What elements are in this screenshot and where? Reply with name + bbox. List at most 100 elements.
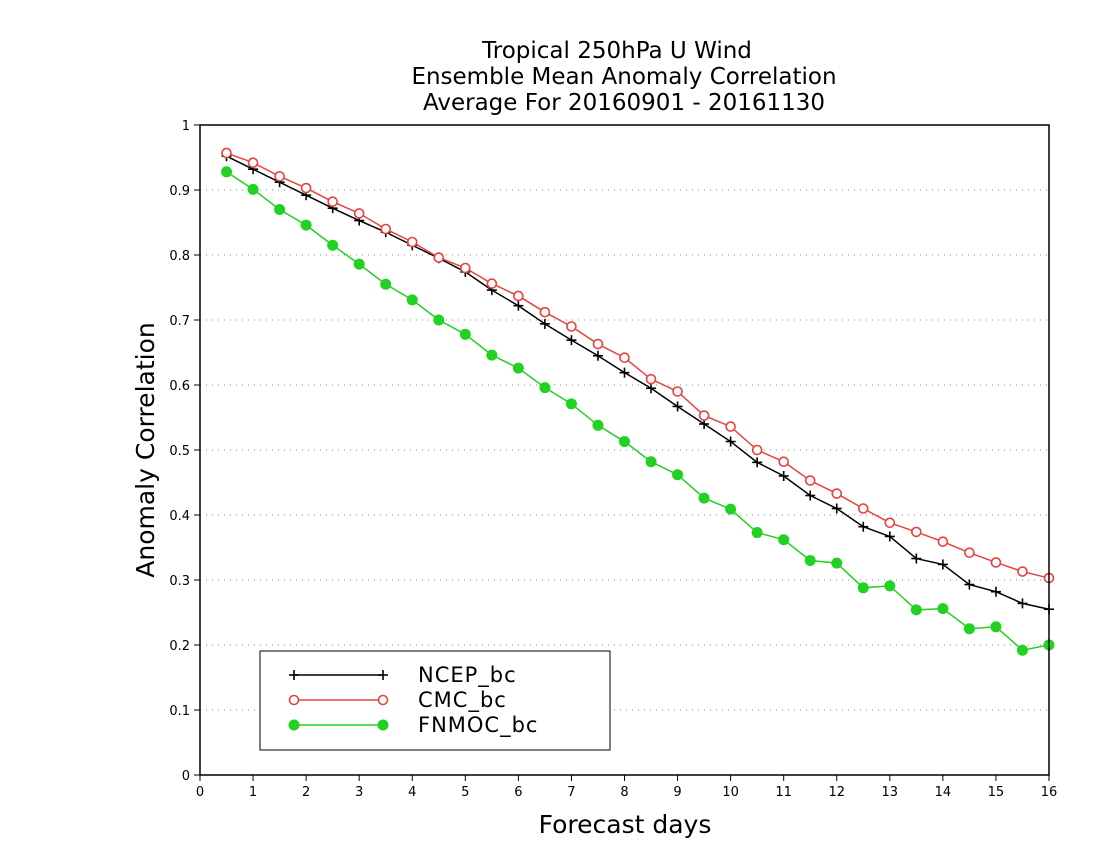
legend-marker <box>377 719 389 731</box>
data-point-ncep-bc <box>911 553 922 564</box>
legend-label-cmc-bc: CMC_bc <box>418 688 507 713</box>
data-point-cmc-bc <box>486 278 498 289</box>
data-point-fnmoc-bc <box>857 582 869 594</box>
data-point-cmc-bc <box>460 262 471 274</box>
x-tick-label: 1 <box>249 785 257 800</box>
x-tick-label: 3 <box>355 785 363 800</box>
data-point-fnmoc-bc <box>274 204 286 215</box>
data-point-fnmoc-bc <box>619 436 630 448</box>
data-point-cmc-bc <box>804 475 816 486</box>
data-point-ncep-bc <box>752 457 763 468</box>
data-point-cmc-bc <box>964 547 975 559</box>
data-point-cmc-bc <box>990 557 1002 568</box>
data-point-cmc-bc <box>619 352 630 364</box>
data-point-cmc-bc <box>645 373 657 385</box>
x-tick-label: 8 <box>620 785 628 800</box>
data-point-cmc-bc <box>937 536 949 547</box>
data-point-ncep-bc <box>884 531 895 542</box>
title-line-3: Average For 20160901 - 20161130 <box>423 90 825 116</box>
y-tick-label: 0.9 <box>169 184 190 199</box>
data-point-ncep-bc <box>937 559 948 570</box>
series-fnmoc-bc <box>221 166 1055 656</box>
data-point-fnmoc-bc <box>247 183 259 195</box>
data-point-ncep-bc <box>513 300 524 311</box>
data-point-fnmoc-bc <box>990 621 1002 633</box>
x-tick-label: 2 <box>302 785 310 800</box>
legend-entry-ncep-bc: NCEP_bc <box>289 663 517 688</box>
series-cmc-bc <box>221 147 1055 584</box>
legend-marker <box>288 719 300 731</box>
y-tick-label: 0.4 <box>169 509 190 524</box>
series-layer <box>221 147 1055 656</box>
x-tick-label: 5 <box>461 785 469 800</box>
data-point-cmc-bc <box>433 252 445 263</box>
data-point-ncep-bc <box>990 586 1001 597</box>
data-point-ncep-bc <box>646 383 657 394</box>
data-point-cmc-bc <box>300 182 312 194</box>
data-point-cmc-bc <box>751 444 763 456</box>
data-point-cmc-bc <box>327 196 338 207</box>
data-point-cmc-bc <box>513 290 524 302</box>
data-point-cmc-bc <box>592 338 604 350</box>
x-tick-label: 11 <box>775 785 792 800</box>
title-line-1: Tropical 250hPa U Wind <box>481 38 752 64</box>
legend-marker <box>289 670 299 680</box>
data-point-cmc-bc <box>831 488 843 499</box>
data-point-ncep-bc <box>672 401 683 412</box>
title-line-2: Ensemble Mean Anomaly Correlation <box>411 64 836 90</box>
data-point-cmc-bc <box>911 526 922 538</box>
series-ncep-bc <box>221 151 1054 615</box>
data-point-fnmoc-bc <box>645 456 657 468</box>
y-tick-label: 0.6 <box>169 379 190 394</box>
legend-marker <box>378 670 388 680</box>
data-point-fnmoc-bc <box>539 382 551 394</box>
x-tick-label: 14 <box>935 785 952 800</box>
data-point-fnmoc-bc <box>512 362 524 374</box>
data-point-ncep-bc <box>778 471 789 481</box>
y-tick-label: 0.1 <box>169 704 190 719</box>
data-point-fnmoc-bc <box>433 314 445 326</box>
x-axis-label: Forecast days <box>539 810 712 839</box>
data-point-fnmoc-bc <box>963 623 975 635</box>
data-point-fnmoc-bc <box>565 398 577 410</box>
series-line-fnmoc-bc <box>226 171 1050 652</box>
data-point-ncep-bc <box>539 318 550 329</box>
legend-entry-cmc-bc: CMC_bc <box>288 688 507 713</box>
y-tick-label: 0.7 <box>169 314 190 329</box>
y-tick-label: 0.3 <box>169 574 190 589</box>
data-point-fnmoc-bc <box>725 503 737 515</box>
data-point-ncep-bc <box>805 490 816 501</box>
data-point-fnmoc-bc <box>300 219 312 231</box>
data-point-cmc-bc <box>247 157 259 168</box>
x-tick-label: 15 <box>988 785 1005 800</box>
data-point-cmc-bc <box>274 171 285 182</box>
data-point-ncep-bc <box>1017 598 1028 609</box>
data-point-fnmoc-bc <box>486 349 498 361</box>
data-point-fnmoc-bc <box>1016 644 1028 656</box>
data-point-cmc-bc <box>406 236 418 248</box>
data-point-cmc-bc <box>380 223 392 235</box>
y-tick-label: 0.8 <box>169 249 190 264</box>
data-point-cmc-bc <box>725 421 736 432</box>
series-line-ncep-bc <box>226 155 1050 610</box>
data-point-fnmoc-bc <box>698 492 710 504</box>
data-point-fnmoc-bc <box>459 328 471 340</box>
legend-label-ncep-bc: NCEP_bc <box>418 663 517 688</box>
data-point-cmc-bc <box>1017 566 1028 577</box>
data-point-cmc-bc <box>884 517 896 529</box>
x-tick-label: 4 <box>408 785 416 800</box>
data-point-fnmoc-bc <box>937 603 949 615</box>
data-point-ncep-bc <box>858 521 869 532</box>
grid <box>200 189 1049 711</box>
legend-label-fnmoc-bc: FNMOC_bc <box>418 713 538 738</box>
data-point-fnmoc-bc <box>406 294 418 306</box>
plot-frame <box>199 124 1050 776</box>
legend-marker <box>377 694 389 706</box>
data-point-fnmoc-bc <box>672 469 684 481</box>
data-point-ncep-bc <box>619 367 630 378</box>
data-point-ncep-bc <box>592 350 603 361</box>
data-point-ncep-bc <box>831 503 842 514</box>
data-point-fnmoc-bc <box>327 239 339 251</box>
x-tick-label: 6 <box>514 785 522 800</box>
